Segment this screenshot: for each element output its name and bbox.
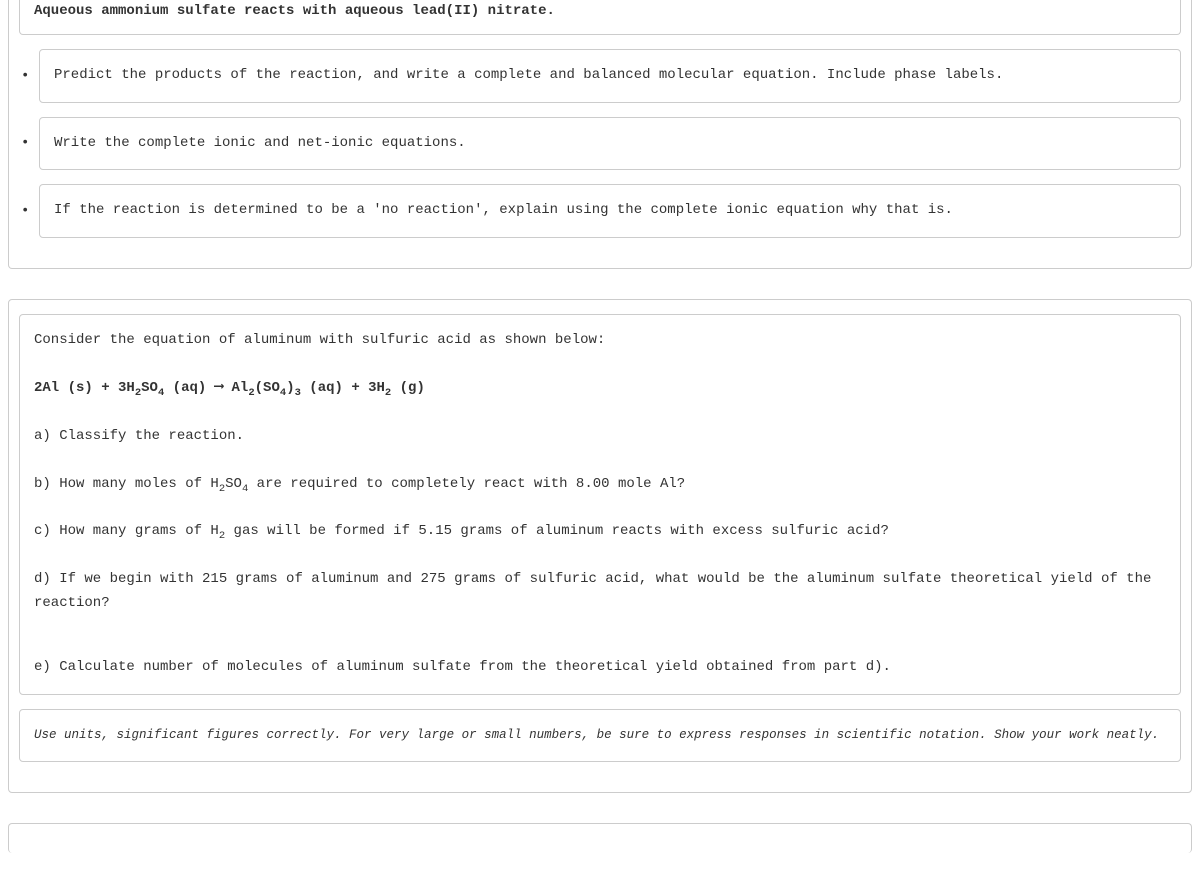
- part-b: b) How many moles of H2SO4 are required …: [34, 473, 1166, 497]
- footnote-text: Use units, significant figures correctly…: [34, 728, 1159, 742]
- part-e: e) Calculate number of molecules of alum…: [34, 656, 1166, 680]
- bullet-item-text: If the reaction is determined to be a 'n…: [54, 202, 953, 218]
- bullet-row: • Predict the products of the reaction, …: [19, 49, 1181, 103]
- bullet-row: • Write the complete ionic and net-ionic…: [19, 117, 1181, 171]
- chemical-equation: 2Al (s) + 3H2SO4 (aq) ⟶ Al2(SO4)3 (aq) +…: [34, 377, 1166, 401]
- question-block-3: [8, 823, 1192, 853]
- part-c: c) How many grams of H2 gas will be form…: [34, 520, 1166, 544]
- part-a: a) Classify the reaction.: [34, 425, 1166, 449]
- question-header-box: Aqueous ammonium sulfate reacts with aqu…: [19, 0, 1181, 35]
- question-body-box: Consider the equation of aluminum with s…: [19, 314, 1181, 694]
- question-block-2: Consider the equation of aluminum with s…: [8, 299, 1192, 793]
- bullet-icon: •: [19, 49, 39, 103]
- footnote-box: Use units, significant figures correctly…: [19, 709, 1181, 763]
- bullet-item-box: If the reaction is determined to be a 'n…: [39, 184, 1181, 238]
- bullet-icon: •: [19, 117, 39, 171]
- question-header-text: Aqueous ammonium sulfate reacts with aqu…: [34, 3, 555, 19]
- bullet-item-text: Write the complete ionic and net-ionic e…: [54, 135, 466, 151]
- bullet-item-box: Predict the products of the reaction, an…: [39, 49, 1181, 103]
- intro-text: Consider the equation of aluminum with s…: [34, 329, 1166, 353]
- question-block-1: Aqueous ammonium sulfate reacts with aqu…: [8, 0, 1192, 269]
- reaction-arrow-icon: ⟶: [215, 376, 223, 400]
- bullet-icon: •: [19, 184, 39, 238]
- part-d: d) If we begin with 215 grams of aluminu…: [34, 568, 1166, 616]
- bullet-row: • If the reaction is determined to be a …: [19, 184, 1181, 238]
- bullet-item-box: Write the complete ionic and net-ionic e…: [39, 117, 1181, 171]
- bullet-item-text: Predict the products of the reaction, an…: [54, 67, 1003, 83]
